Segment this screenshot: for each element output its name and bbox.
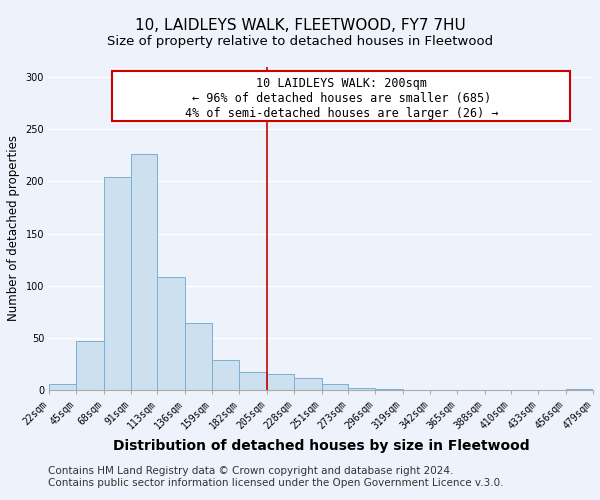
Bar <box>49 384 76 390</box>
Text: Contains public sector information licensed under the Open Government Licence v.: Contains public sector information licen… <box>48 478 503 488</box>
Bar <box>294 378 322 390</box>
Text: 10, LAIDLEYS WALK, FLEETWOOD, FY7 7HU: 10, LAIDLEYS WALK, FLEETWOOD, FY7 7HU <box>134 18 466 32</box>
FancyBboxPatch shape <box>112 71 571 121</box>
Bar <box>185 323 212 390</box>
Bar <box>566 388 593 390</box>
Text: Contains HM Land Registry data © Crown copyright and database right 2024.: Contains HM Land Registry data © Crown c… <box>48 466 454 476</box>
Text: 4% of semi-detached houses are larger (26) →: 4% of semi-detached houses are larger (2… <box>185 106 498 120</box>
Bar <box>76 341 104 390</box>
Bar <box>239 372 267 390</box>
Bar <box>322 384 348 390</box>
Bar <box>157 278 185 390</box>
Bar <box>375 388 403 390</box>
Bar <box>212 360 239 390</box>
Bar <box>104 178 131 390</box>
Y-axis label: Number of detached properties: Number of detached properties <box>7 136 20 322</box>
Bar <box>131 154 157 390</box>
Bar <box>267 374 294 390</box>
X-axis label: Distribution of detached houses by size in Fleetwood: Distribution of detached houses by size … <box>113 439 529 453</box>
Bar <box>348 388 375 390</box>
Text: Size of property relative to detached houses in Fleetwood: Size of property relative to detached ho… <box>107 35 493 48</box>
Text: 10 LAIDLEYS WALK: 200sqm: 10 LAIDLEYS WALK: 200sqm <box>256 78 427 90</box>
Text: ← 96% of detached houses are smaller (685): ← 96% of detached houses are smaller (68… <box>191 92 491 105</box>
